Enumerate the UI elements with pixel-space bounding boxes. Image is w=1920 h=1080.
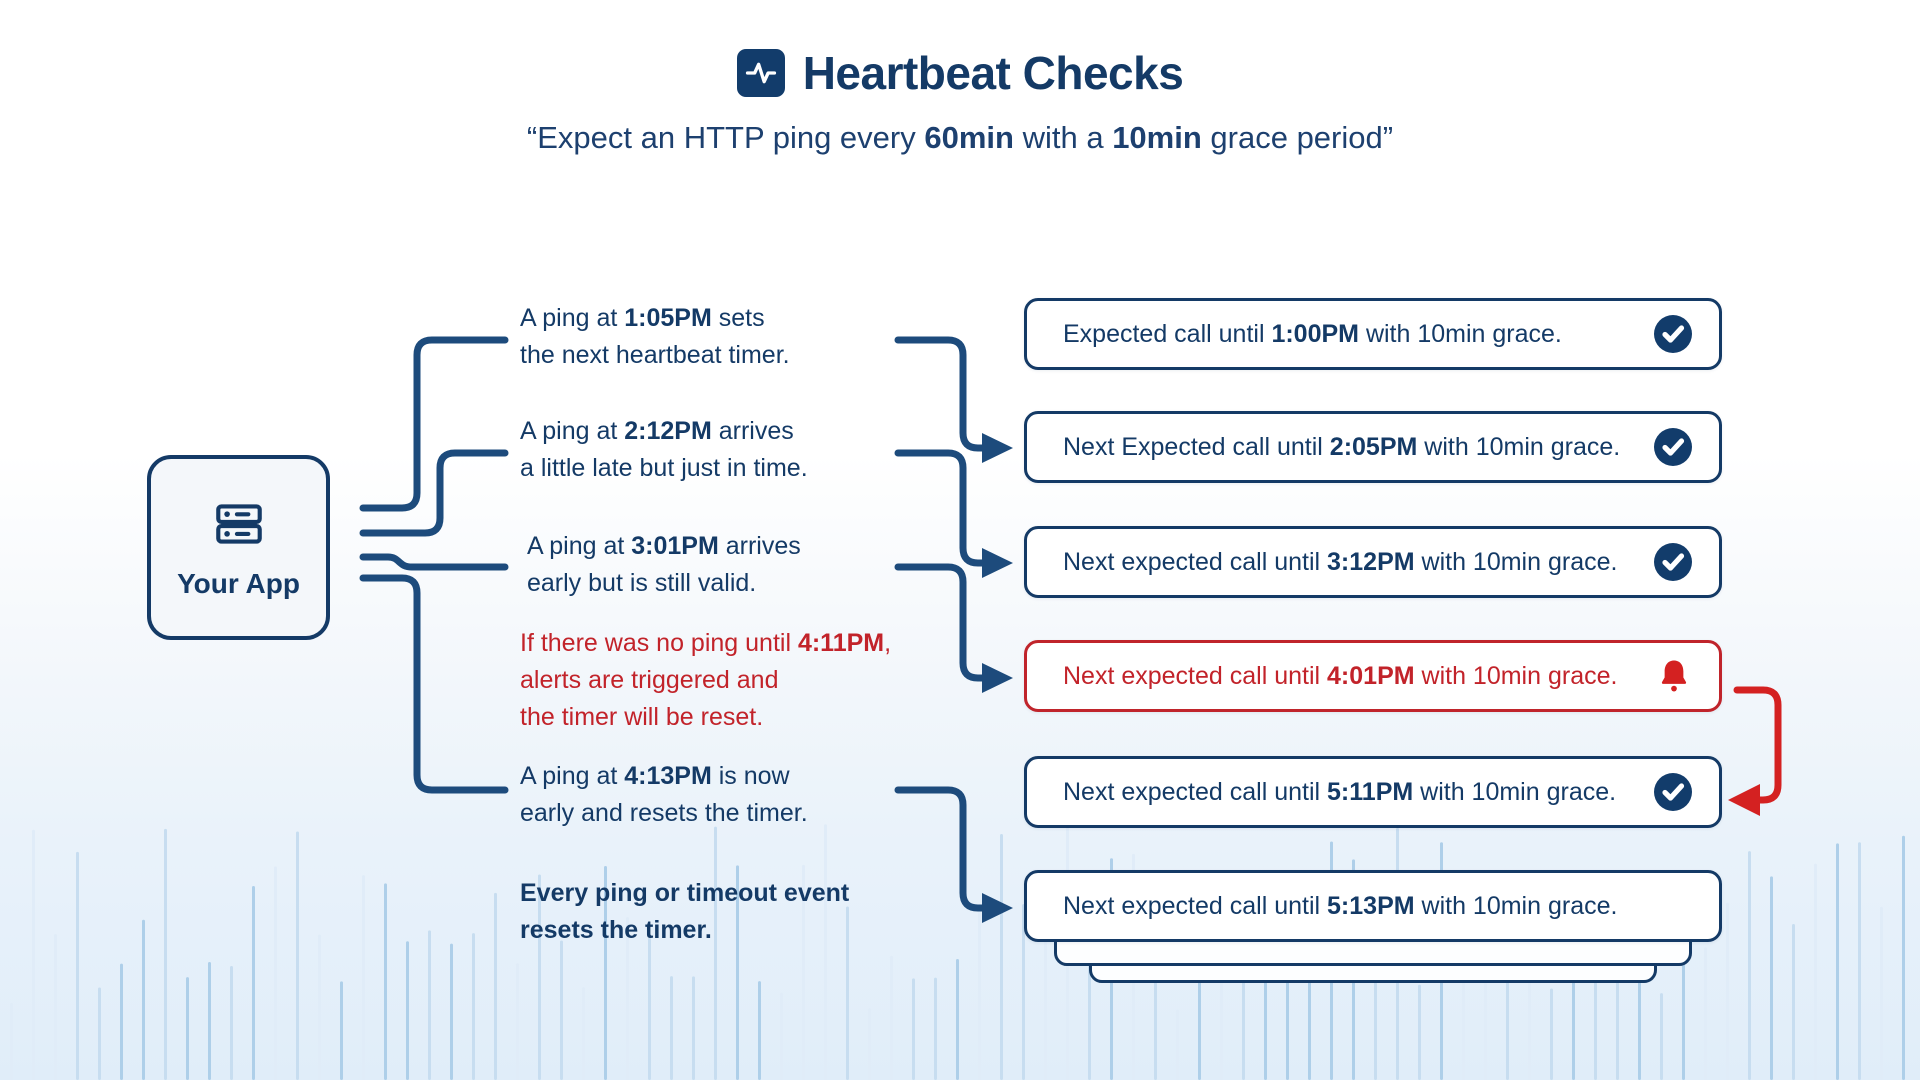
alert-reset-arrow: [1728, 686, 1782, 816]
your-app-label: Your App: [177, 568, 300, 599]
check-circle-icon: [1653, 427, 1693, 467]
message-text: Expected call until 1:00PM with 10min gr…: [1063, 319, 1562, 348]
message-text: Next Expected call until 2:05PM with 10m…: [1063, 432, 1621, 461]
check-circle-icon: [1653, 772, 1693, 812]
server-icon: [209, 495, 269, 558]
annotation-ping-105: A ping at 1:05PM sets the next heartbeat …: [520, 304, 790, 369]
annotation-ping-212: A ping at 2:12PM arrives a little late bu…: [520, 417, 808, 482]
annotation-ping-301: A ping at 3:01PM arrives early but is sti…: [527, 532, 801, 597]
check-circle-icon: [1653, 542, 1693, 582]
message-box-3: Next expected call until 3:12PM with 10m…: [1024, 526, 1722, 598]
check-circle-icon: [1653, 314, 1693, 354]
message-box-1: Expected call until 1:00PM with 10min gr…: [1024, 298, 1722, 370]
header: Heartbeat Checks “Expect an HTTP ping ev…: [0, 46, 1920, 156]
message-box-2: Next Expected call until 2:05PM with 10m…: [1024, 411, 1722, 483]
message-box-6: Next expected call until 5:13PM with 10m…: [1024, 870, 1722, 942]
message-text: Next expected call until 4:01PM with 10m…: [1063, 661, 1618, 690]
annotation-no-ping-alert: If there was no ping until 4:11PM, alerts…: [520, 629, 892, 731]
your-app-box: Your App: [147, 455, 330, 640]
activity-pulse-icon: [736, 49, 785, 97]
page-title: Heartbeat Checks: [802, 47, 1184, 99]
app-to-annotation-brackets: [359, 336, 509, 794]
page-subtitle: “Expect an HTTP ping every 60min with a …: [526, 120, 1394, 155]
arrowheads: [982, 433, 1013, 923]
message-text: Next expected call until 5:13PM with 10m…: [1063, 891, 1618, 920]
message-box-4-alert: Next expected call until 4:01PM with 10m…: [1024, 640, 1722, 712]
annotation-to-box-arrows: [894, 336, 986, 912]
message-text: Next expected call until 5:11PM with 10m…: [1063, 777, 1617, 806]
bell-icon: [1655, 657, 1693, 695]
message-box-5: Next expected call until 5:11PM with 10m…: [1024, 756, 1722, 828]
annotation-reset-rule: Every ping or timeout event resets the ti…: [520, 879, 850, 944]
title-row: Heartbeat Checks: [736, 46, 1184, 100]
message-text: Next expected call until 3:12PM with 10m…: [1063, 547, 1618, 576]
annotation-ping-413: A ping at 4:13PM is now early and resets …: [520, 762, 808, 827]
